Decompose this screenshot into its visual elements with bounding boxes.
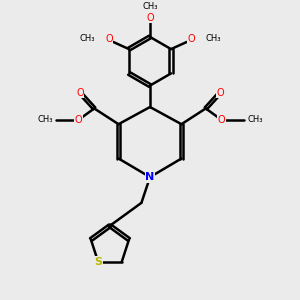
Text: CH₃: CH₃ (79, 34, 94, 43)
Text: O: O (75, 115, 82, 125)
Text: CH₃: CH₃ (206, 34, 221, 43)
Text: O: O (218, 115, 225, 125)
Text: N: N (146, 172, 154, 182)
Text: S: S (94, 257, 102, 267)
Text: O: O (105, 34, 113, 44)
Text: CH₃: CH₃ (37, 116, 53, 124)
Text: O: O (146, 13, 154, 23)
Text: O: O (216, 88, 224, 98)
Text: CH₃: CH₃ (142, 2, 158, 11)
Text: O: O (187, 34, 195, 44)
Text: CH₃: CH₃ (247, 116, 263, 124)
Text: O: O (76, 88, 84, 98)
